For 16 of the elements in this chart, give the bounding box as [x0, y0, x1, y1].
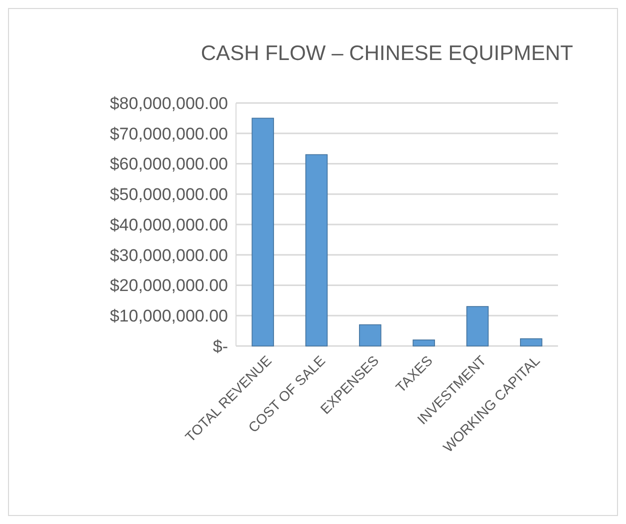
- y-tick-label: $10,000,000.00: [110, 306, 228, 326]
- y-tick-label: $80,000,000.00: [110, 94, 228, 113]
- y-tick-label: $30,000,000.00: [110, 246, 228, 265]
- y-tick-label: $70,000,000.00: [110, 124, 228, 144]
- y-tick-label: $40,000,000.00: [110, 215, 228, 234]
- bar: [359, 324, 382, 346]
- bar: [252, 118, 274, 346]
- y-tick-label: $50,000,000.00: [110, 185, 228, 204]
- bar: [520, 338, 542, 346]
- y-tick-label: $60,000,000.00: [110, 154, 228, 174]
- y-tick-label: $-: [212, 336, 228, 356]
- chart-title: CASH FLOW – CHINESE EQUIPMENT: [200, 42, 574, 65]
- y-tick-label: $20,000,000.00: [110, 276, 228, 296]
- bar: [305, 154, 328, 346]
- bar: [466, 306, 489, 346]
- bar: [412, 340, 435, 346]
